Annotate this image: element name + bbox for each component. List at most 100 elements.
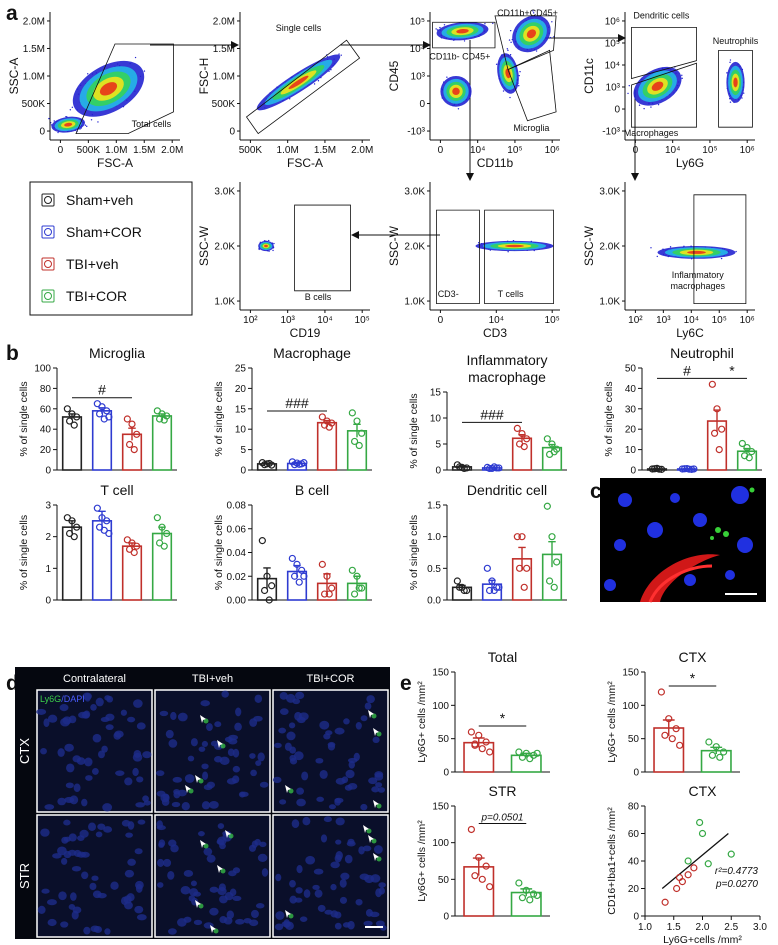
data-point	[95, 410, 104, 418]
nucleus	[201, 763, 209, 770]
data-point	[485, 464, 494, 473]
data-point	[133, 542, 141, 550]
data-point	[705, 738, 713, 746]
data-point	[698, 829, 707, 838]
y-tick-label: 10³	[606, 83, 621, 94]
nucleus	[364, 702, 372, 710]
x-tick-label: 10⁴	[665, 145, 680, 156]
data-point	[684, 871, 692, 879]
nucleus	[190, 880, 197, 887]
nucleus	[229, 888, 237, 897]
y-tick-label: 1.5	[427, 501, 441, 512]
nucleus	[335, 777, 346, 785]
nucleus	[89, 882, 97, 891]
y-tick-label: 1.0K	[599, 297, 620, 308]
x-tick-label: 0	[438, 315, 444, 326]
nucleus	[63, 819, 71, 826]
density-speck	[65, 115, 67, 118]
nucleus	[334, 727, 345, 735]
nucleus	[343, 718, 350, 725]
y-tick-label: 10	[235, 425, 247, 436]
y-tick-label: 20	[235, 384, 247, 395]
data-point	[355, 441, 363, 450]
significance-label: *	[729, 362, 735, 378]
flow-plot: 1.0K 2.0K 3.0K 10² 10³ 10⁴ 10⁵ CD19 SSC-W B cells	[197, 182, 370, 340]
nucleus	[327, 742, 336, 751]
data-point	[518, 430, 526, 438]
y-tick-label: 0	[39, 127, 45, 138]
density-speck	[532, 12, 535, 14]
density-speck	[53, 120, 55, 122]
density-speck	[268, 239, 270, 242]
y-tick-label: 5	[435, 440, 441, 451]
y-tick-label: 1.0K	[404, 297, 425, 308]
nucleus	[316, 796, 325, 802]
nucleus	[81, 798, 88, 807]
nucleus	[249, 919, 259, 927]
y-tick-label: 40	[625, 384, 637, 395]
density-speck	[681, 74, 683, 76]
density-speck	[743, 92, 745, 94]
data-point	[696, 818, 704, 827]
gate-label: Total cells	[132, 119, 172, 129]
significance-label: #	[683, 362, 691, 378]
y-tick-label: 40	[628, 857, 640, 868]
nucleus	[47, 918, 57, 927]
nucleus	[200, 700, 210, 707]
data-point	[73, 523, 81, 531]
nucleus	[110, 881, 119, 890]
nucleus	[325, 730, 333, 736]
x-tick-label: 10⁴	[317, 315, 332, 326]
density-speck	[720, 257, 723, 260]
nucleus	[342, 922, 351, 928]
y-axis-label: % of single cells	[213, 515, 225, 590]
nucleus	[58, 891, 67, 901]
data-point	[518, 533, 526, 541]
x-tick-label: 10⁶	[545, 145, 560, 156]
column-label: Contralateral	[63, 673, 126, 685]
density-speck	[729, 59, 732, 61]
nucleus	[221, 690, 229, 698]
nucleus	[301, 771, 309, 781]
data-point	[93, 504, 101, 512]
error-bar	[710, 746, 723, 754]
ly6g-signal	[220, 743, 226, 749]
y-tick-label: 3.0K	[214, 186, 235, 197]
data-point	[158, 523, 166, 531]
arrowhead	[195, 900, 201, 908]
data-point	[515, 879, 523, 887]
row-label: STR	[17, 863, 32, 889]
nucleus	[68, 849, 77, 856]
nucleus	[209, 886, 219, 893]
error-bar	[548, 541, 556, 568]
data-point	[98, 403, 106, 411]
data-point	[520, 583, 528, 591]
significance-label: ###	[285, 395, 309, 411]
x-axis-label: CD11b	[477, 156, 514, 170]
data-point	[125, 440, 134, 449]
data-point	[716, 753, 724, 761]
data-point	[265, 596, 273, 604]
nucleus	[40, 828, 50, 837]
density-speck	[729, 61, 731, 64]
data-point	[658, 465, 666, 473]
y-tick-label: 0.08	[227, 501, 247, 512]
data-point	[713, 405, 721, 413]
nucleus	[127, 858, 136, 866]
legend-label: Sham+COR	[66, 224, 142, 240]
arrowhead	[285, 910, 291, 918]
y-tick-label: 1.5M	[23, 44, 45, 55]
nucleus	[158, 842, 165, 848]
data-point	[103, 407, 111, 415]
nucleus	[275, 873, 282, 882]
gate	[75, 43, 174, 135]
nucleus	[261, 868, 269, 877]
data-point	[708, 380, 716, 388]
gate	[693, 194, 747, 305]
nucleus	[320, 834, 328, 843]
nucleus	[155, 770, 165, 777]
y-tick-label: 150	[432, 668, 449, 679]
nucleus	[142, 751, 152, 759]
stain-ly6g: Ly6G	[40, 694, 61, 704]
